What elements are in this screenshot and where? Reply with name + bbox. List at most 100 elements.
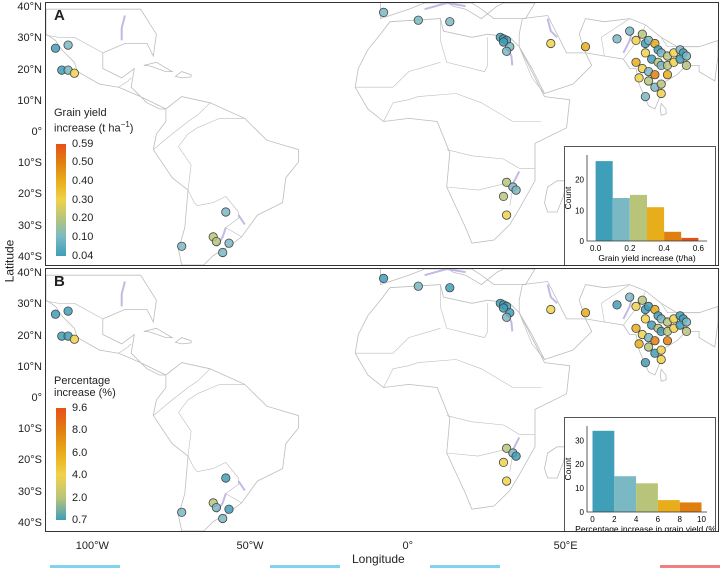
country-border [178, 384, 245, 457]
histogram-x-tick: 0.0 [590, 244, 602, 253]
histogram-bar [679, 502, 702, 512]
histogram-svg-b: 0 2 4 6 8 10 0 10 20 30 Percentage increase in gra… [563, 426, 718, 531]
histogram-svg-a: 0.0 0.2 0.4 0.6 0 10 20 Grain yield increase (t… [563, 155, 707, 263]
site-point [640, 48, 651, 58]
latitude-tick-label: 20°N [17, 63, 42, 76]
site-point [650, 336, 660, 346]
histogram-bar [647, 207, 665, 241]
x-axis-title: Longitude [352, 552, 405, 566]
y-axis-title: Latitude [2, 239, 17, 283]
legend-label: 0.50 [72, 156, 94, 169]
site-point [656, 88, 666, 99]
site-point [211, 237, 221, 247]
landmass-outline [518, 15, 593, 94]
landmass-outline [354, 18, 571, 244]
site-point [511, 185, 521, 195]
site-point [224, 504, 234, 514]
longitude-tick-label: 100°W [75, 540, 109, 552]
histogram-x-tick: 6 [656, 515, 661, 524]
site-point [224, 238, 234, 248]
bottom-strip-3 [430, 565, 500, 568]
bottom-strip-2 [270, 565, 340, 568]
legend-colorbar-a: 0.59 0.50 0.40 0.30 0.20 0.10 0.04 [54, 137, 133, 262]
site-point [656, 354, 666, 365]
country-border [187, 189, 242, 238]
landmass-outline [152, 362, 299, 531]
site-point [612, 34, 622, 44]
histogram-x-tick: 0.2 [624, 244, 636, 253]
panel-label-a: A [54, 7, 65, 24]
landmass-outline [544, 446, 568, 479]
country-border [446, 415, 535, 435]
irrigated-area [546, 18, 558, 39]
irrigated-area [424, 269, 466, 277]
country-border [153, 102, 211, 150]
site-points [50, 7, 692, 258]
site-point [681, 326, 692, 337]
map-a [46, 3, 718, 265]
histogram-x-tick: 0 [590, 515, 595, 524]
site-point [413, 281, 423, 291]
site-point [640, 358, 651, 368]
legend-label: 0.04 [72, 249, 94, 262]
site-point [498, 191, 509, 201]
latitude-tick-label: 40°S [18, 516, 42, 529]
site-point [546, 304, 556, 315]
site-point [413, 15, 423, 25]
longitude-tick-label: 0° [402, 540, 414, 552]
legend-label: 0.10 [72, 230, 94, 243]
site-point [634, 339, 644, 349]
histogram-y-tick: 20 [575, 176, 584, 185]
site-point [445, 17, 455, 27]
irrigated-area [424, 3, 466, 11]
site-point [177, 507, 187, 517]
latitude-tick-label: 40°N [17, 267, 42, 280]
irrigated-area [237, 480, 246, 492]
legend-label: 0.7 [72, 514, 88, 526]
latitude-tick-label: 40°S [18, 250, 42, 263]
latitude-tick-label: 30°N [17, 32, 42, 45]
site-point [625, 292, 635, 302]
legend-color-segment [56, 199, 66, 219]
latitude-tick-label: 30°S [18, 219, 42, 232]
legend-label: 2.0 [72, 491, 88, 504]
site-point [637, 29, 647, 39]
histogram-bar [664, 231, 682, 241]
landmass-outline [518, 281, 593, 360]
legend-label: 8.0 [72, 424, 88, 437]
legend-label: 0.59 [72, 137, 94, 150]
histogram-inset-a: 0.0 0.2 0.4 0.6 0 10 20 Grain yield increase (t… [563, 146, 716, 265]
site-point [631, 301, 641, 312]
panel-label-b: B [54, 273, 65, 290]
site-point [656, 79, 666, 89]
histogram-x-label: Grain yield increase (t/ha) [598, 253, 695, 263]
legend-a: Grain yield increase (t ha−1) 0.59 0.50 0.… [54, 107, 133, 262]
bottom-strip-1 [50, 565, 120, 568]
histogram-x-tick: 10 [697, 515, 706, 524]
site-point [634, 73, 644, 83]
longitude-tick-label: 50°E [553, 540, 578, 552]
histogram-bar [657, 500, 680, 512]
legend-title-b: Percentage increase (%) [54, 375, 116, 399]
site-point [580, 42, 591, 52]
histogram-y-tick: 0 [580, 237, 585, 246]
longitude-tick-label: 50°W [236, 540, 264, 552]
country-border [118, 343, 132, 354]
landmass-outline [46, 8, 167, 110]
site-point [643, 76, 654, 86]
country-border [118, 77, 132, 88]
legend-color-segment [56, 162, 66, 181]
legend-color-segment [56, 408, 66, 431]
country-border [518, 46, 545, 94]
site-point [501, 476, 512, 486]
country-border [440, 18, 489, 72]
latitude-tick-label: 40°N [17, 1, 42, 14]
histogram-y-label: Count [565, 186, 573, 209]
country-border [383, 359, 542, 388]
legend-b: Percentage increase (%) 9.6 8.0 6.0 4.0 2.0 0… [54, 375, 116, 526]
country-border [600, 284, 630, 323]
histogram-bar [595, 161, 613, 241]
histogram-bar [629, 194, 647, 241]
site-point [656, 345, 666, 355]
country-border [355, 62, 441, 88]
